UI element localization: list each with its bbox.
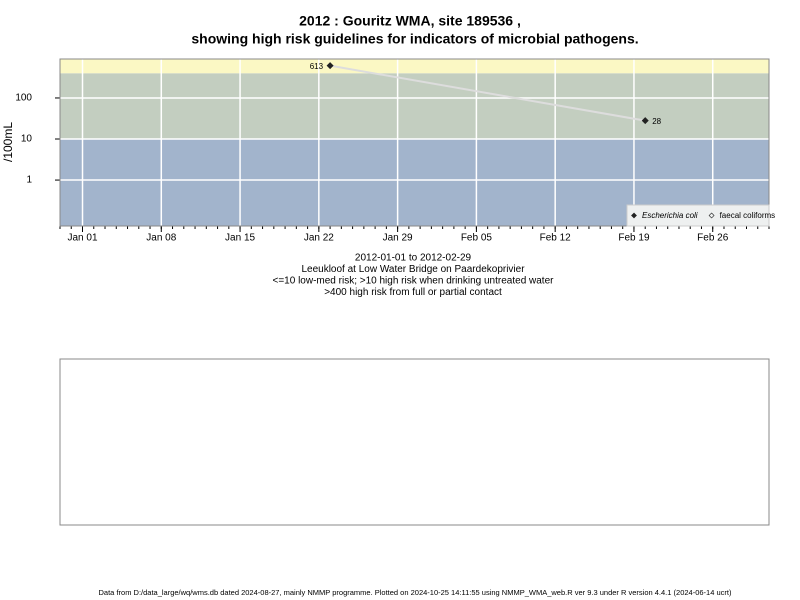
empty-panel (59, 358, 770, 526)
x-tick-label: Jan 08 (146, 233, 176, 244)
x-tick-label: Jan 29 (383, 233, 413, 244)
y-tick-label: 100 (15, 93, 32, 104)
x-tick-label: Jan 01 (67, 233, 97, 244)
legend-label: faecal coliforms (720, 211, 776, 220)
legend-label: Escherichia coli (642, 211, 698, 220)
y-tick-label: 10 (21, 134, 33, 145)
x-tick-label: Feb 26 (697, 233, 729, 244)
series-line (329, 64, 646, 122)
data-label: 28 (652, 117, 661, 126)
x-tick-label: Jan 22 (304, 233, 334, 244)
y-tick-label: 1 (26, 175, 32, 186)
legend-marker (708, 212, 715, 219)
data-point (641, 117, 649, 125)
plot-frame (59, 58, 770, 227)
x-tick-label: Feb 12 (540, 233, 572, 244)
x-tick-label: Feb 19 (618, 233, 650, 244)
chart-title: 2012 : Gouritz WMA, site 189536 , (299, 13, 521, 29)
note: Leeukloof at Low Water Bridge on Paardek… (301, 264, 525, 275)
data-point (326, 62, 334, 70)
chart-subtitle: showing high risk guidelines for indicat… (191, 31, 638, 47)
risk-band (60, 73, 769, 140)
footer: Data from D:/data_large/wq/wms.db dated … (99, 588, 732, 597)
y-axis-label: /100mL (1, 122, 15, 162)
data-label: 613 (310, 62, 324, 71)
risk-band (60, 59, 769, 74)
note: >400 high risk from full or partial cont… (324, 287, 502, 298)
legend-box (626, 204, 770, 227)
note: <=10 low-med risk; >10 high risk when dr… (273, 276, 555, 287)
x-tick-label: Feb 05 (461, 233, 493, 244)
x-tick-label: Jan 15 (225, 233, 255, 244)
note: 2012-01-01 to 2012-02-29 (355, 253, 472, 264)
legend-marker (631, 212, 637, 219)
